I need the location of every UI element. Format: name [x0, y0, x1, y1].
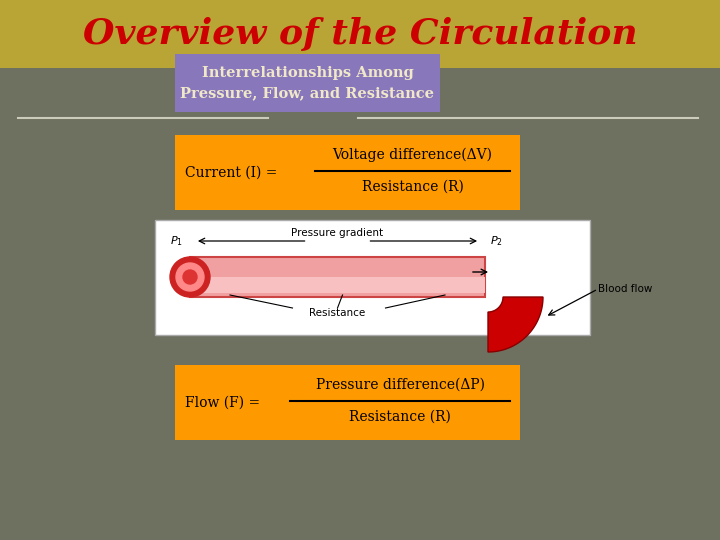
Circle shape [176, 263, 204, 291]
Text: Blood flow: Blood flow [598, 284, 652, 294]
Text: Pressure gradient: Pressure gradient [292, 228, 384, 238]
Bar [175, 135, 520, 210]
Text: $P_2$: $P_2$ [490, 234, 503, 248]
Text: Resistance (R): Resistance (R) [349, 409, 451, 423]
Bar [175, 365, 520, 440]
Text: Pressure difference(ΔP): Pressure difference(ΔP) [315, 377, 485, 392]
Circle shape [183, 270, 197, 284]
Bar [0, 0, 720, 68]
Bar [190, 257, 485, 297]
Text: Interrelationships Among
Pressure, Flow, and Resistance: Interrelationships Among Pressure, Flow,… [181, 66, 434, 100]
Bar [175, 54, 440, 112]
Bar [155, 220, 590, 335]
Text: Flow (F) =: Flow (F) = [185, 395, 260, 409]
Text: Current (I) =: Current (I) = [185, 165, 277, 179]
Text: $P_1$: $P_1$ [170, 234, 183, 248]
Text: Resistance: Resistance [310, 308, 366, 318]
Circle shape [170, 257, 210, 297]
Text: Voltage difference(ΔV): Voltage difference(ΔV) [333, 147, 492, 161]
Polygon shape [488, 297, 543, 352]
Text: Overview of the Circulation: Overview of the Circulation [83, 17, 637, 51]
Bar [190, 277, 485, 293]
Text: Resistance (R): Resistance (R) [361, 179, 464, 193]
